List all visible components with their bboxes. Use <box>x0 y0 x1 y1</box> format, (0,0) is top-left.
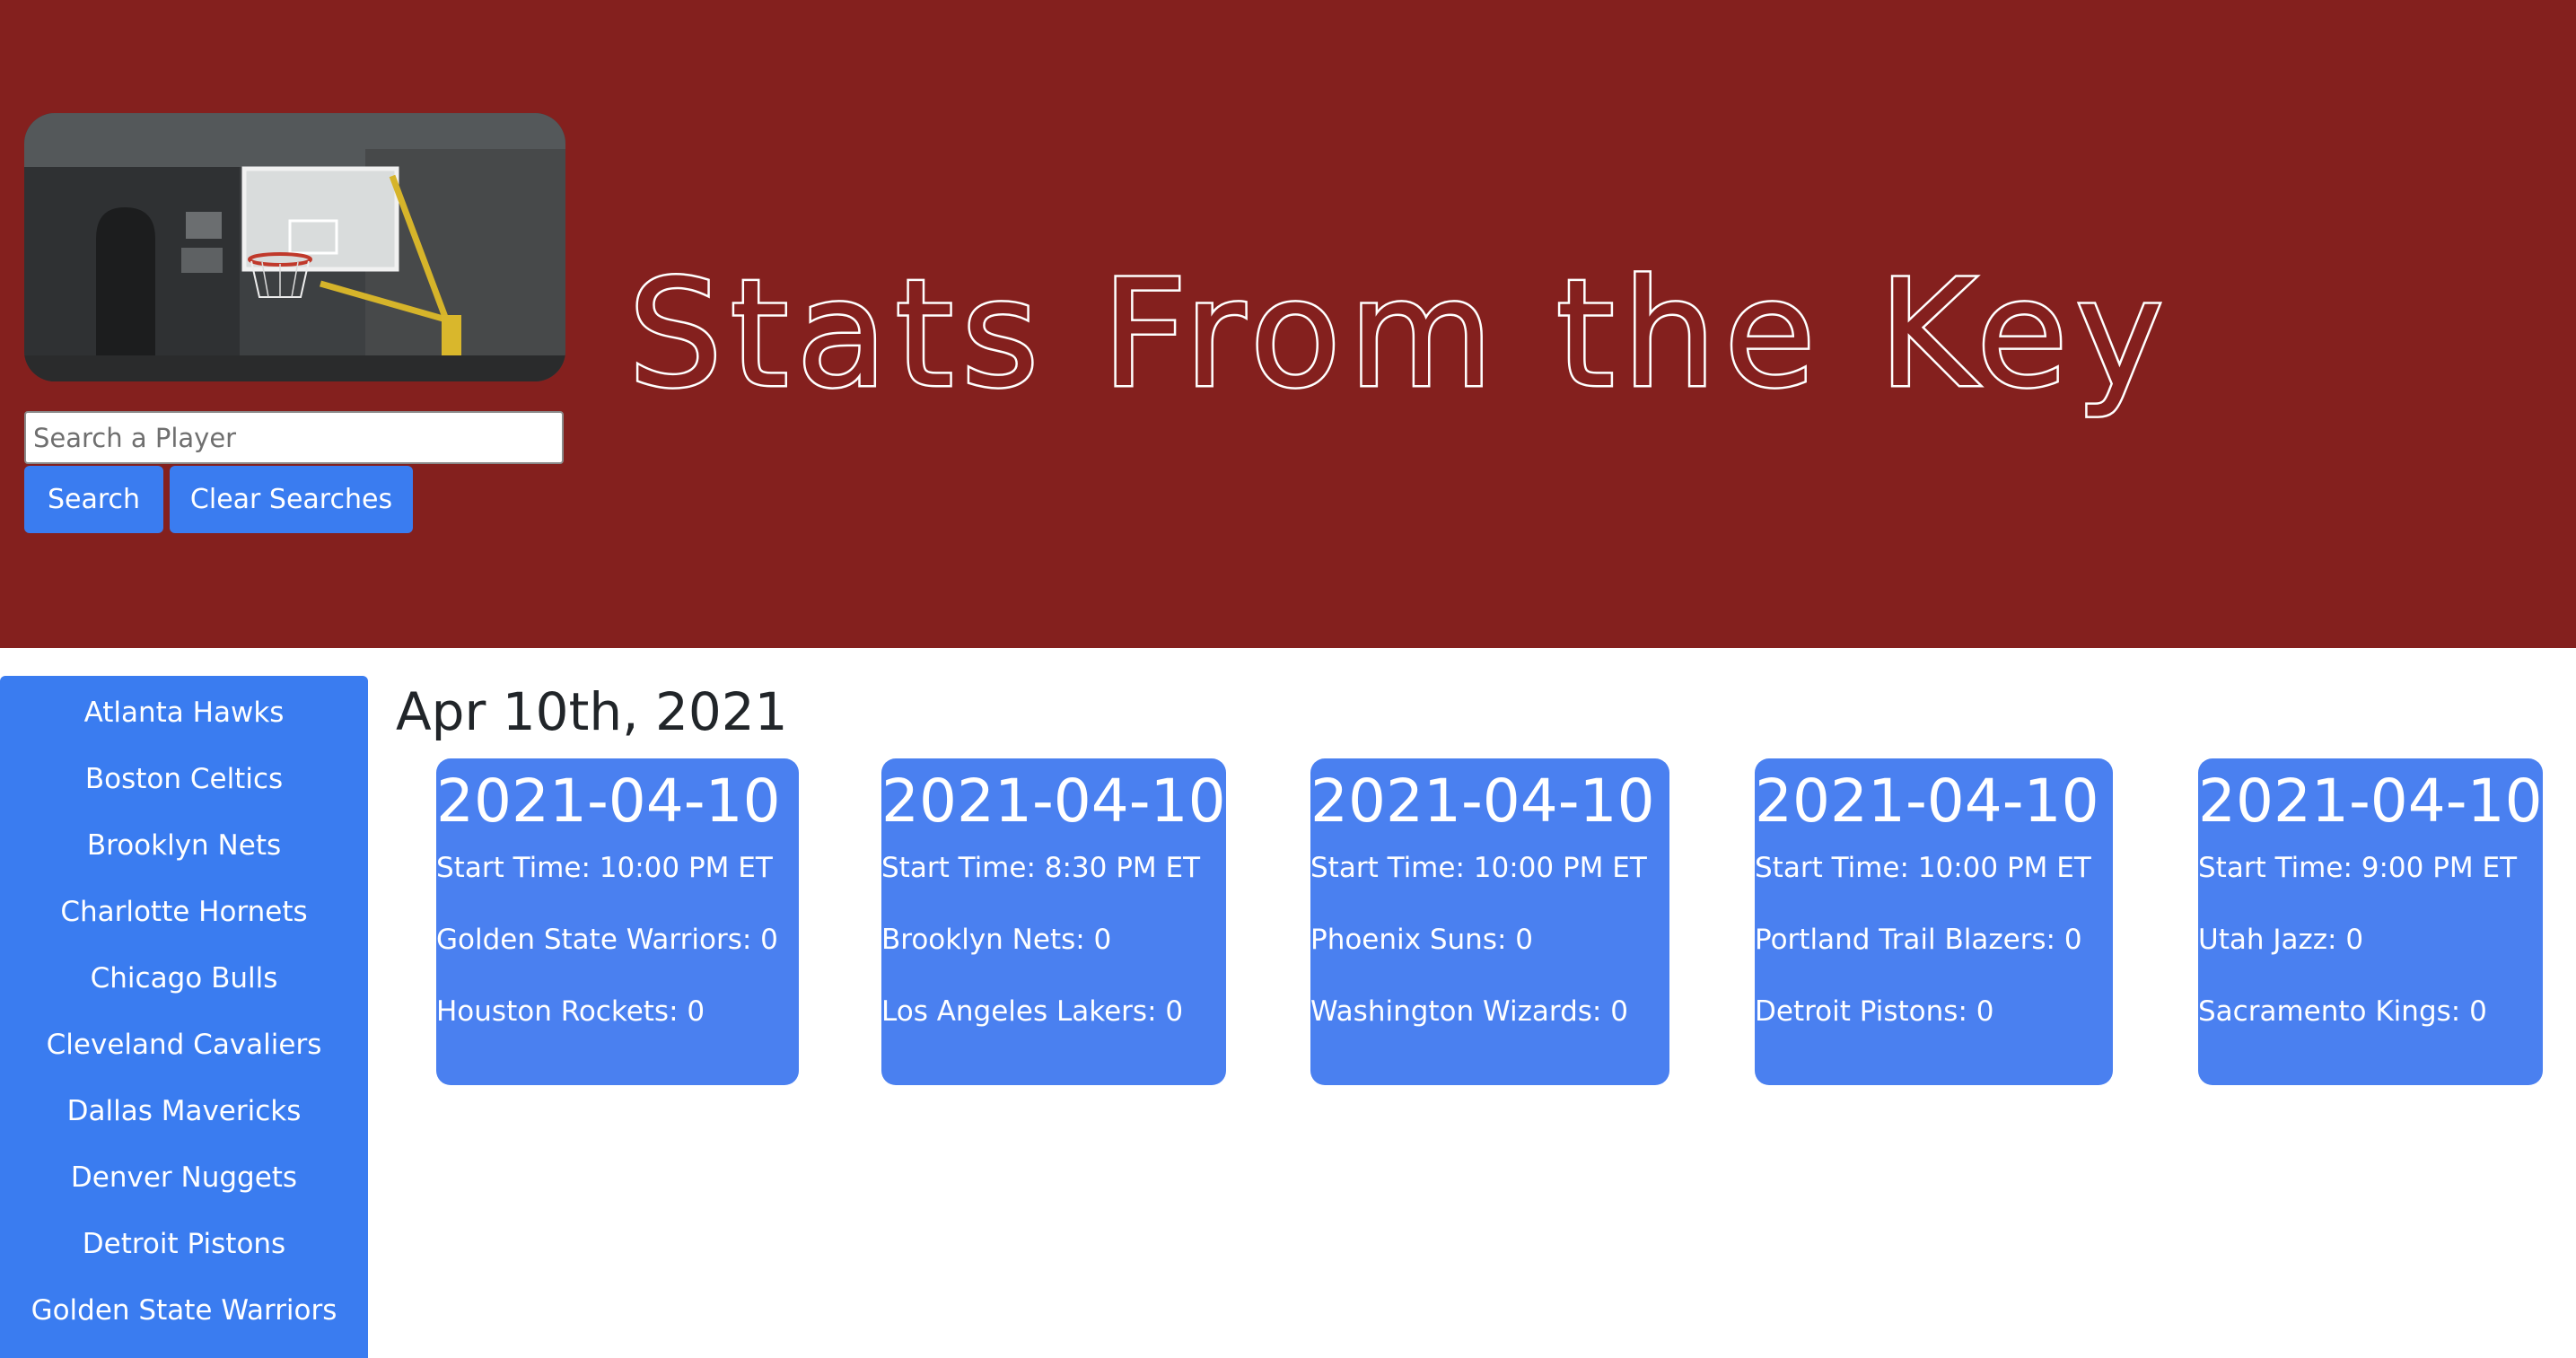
game-card[interactable]: 2021-04-10 Start Time: 8:30 PM ET Brookl… <box>881 758 1226 1085</box>
game-date: 2021-04-10 <box>1310 767 1655 836</box>
sidebar-item-charlotte-hornets[interactable]: Charlotte Hornets <box>60 896 308 928</box>
sidebar-item-detroit-pistons[interactable]: Detroit Pistons <box>82 1228 286 1260</box>
game-start-time: Start Time: 9:00 PM ET <box>2198 852 2518 884</box>
game-date: 2021-04-10 <box>1755 767 2099 836</box>
game-date: 2021-04-10 <box>881 767 1226 836</box>
game-start-time: Start Time: 8:30 PM ET <box>881 852 1201 884</box>
game-start-time: Start Time: 10:00 PM ET <box>436 852 773 884</box>
team-score: Phoenix Suns: 0 <box>1310 924 1533 956</box>
game-card[interactable]: 2021-04-10 Start Time: 10:00 PM ET Portl… <box>1755 758 2113 1085</box>
sidebar-item-denver-nuggets[interactable]: Denver Nuggets <box>70 1161 298 1194</box>
sidebar-item-golden-state-warriors[interactable]: Golden State Warriors <box>31 1294 337 1327</box>
player-search-input[interactable] <box>24 411 564 464</box>
team-score: Sacramento Kings: 0 <box>2198 995 2487 1028</box>
game-card[interactable]: 2021-04-10 Start Time: 10:00 PM ET Phoen… <box>1310 758 1669 1085</box>
sidebar-item-dallas-mavericks[interactable]: Dallas Mavericks <box>66 1095 302 1127</box>
sidebar-item-atlanta-hawks[interactable]: Atlanta Hawks <box>83 697 285 729</box>
site-title: Stats From the Key <box>626 246 2172 423</box>
team-score: Washington Wizards: 0 <box>1310 995 1628 1028</box>
game-start-time: Start Time: 10:00 PM ET <box>1310 852 1647 884</box>
game-card[interactable]: 2021-04-10 Start Time: 10:00 PM ET Golde… <box>436 758 799 1085</box>
basketball-hoop-photo <box>24 113 565 381</box>
sidebar-item-cleveland-cavaliers[interactable]: Cleveland Cavaliers <box>46 1029 322 1061</box>
team-score: Portland Trail Blazers: 0 <box>1755 924 2082 956</box>
team-score: Utah Jazz: 0 <box>2198 924 2364 956</box>
schedule-date-heading: Apr 10th, 2021 <box>396 681 788 742</box>
team-score: Los Angeles Lakers: 0 <box>881 995 1184 1028</box>
team-score: Detroit Pistons: 0 <box>1755 995 1994 1028</box>
game-start-time: Start Time: 10:00 PM ET <box>1755 852 2091 884</box>
team-score: Houston Rockets: 0 <box>436 995 705 1028</box>
sidebar-item-chicago-bulls[interactable]: Chicago Bulls <box>90 962 278 994</box>
game-date: 2021-04-10 <box>2198 767 2543 836</box>
search-button[interactable]: Search <box>24 466 163 533</box>
game-card[interactable]: 2021-04-10 Start Time: 9:00 PM ET Utah J… <box>2198 758 2543 1085</box>
game-date: 2021-04-10 <box>436 767 781 836</box>
sidebar-item-boston-celtics[interactable]: Boston Celtics <box>84 763 284 795</box>
team-score: Golden State Warriors: 0 <box>436 924 778 956</box>
clear-searches-button[interactable]: Clear Searches <box>170 466 413 533</box>
sidebar-item-brooklyn-nets[interactable]: Brooklyn Nets <box>86 829 282 862</box>
site-header: Search Clear Searches Stats From the Key <box>0 0 2576 648</box>
team-score: Brooklyn Nets: 0 <box>881 924 1112 956</box>
team-sidebar: Atlanta Hawks Boston Celtics Brooklyn Ne… <box>0 676 368 1358</box>
